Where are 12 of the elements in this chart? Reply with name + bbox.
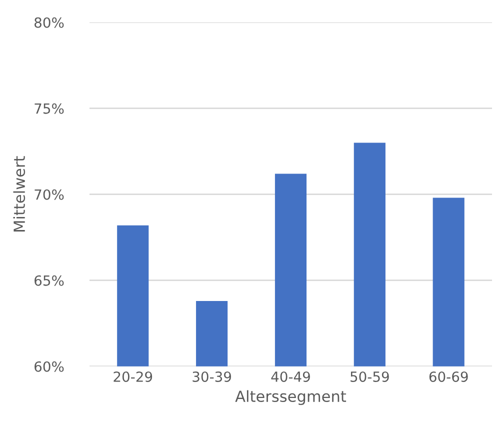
x-tick-label: 20-29 [114,371,152,382]
x-axis-title: Alterssegment [235,390,346,406]
x-tick-label: 60-69 [429,371,468,382]
y-tick-label: 65% [34,275,64,286]
y-tick-label: 70% [34,189,64,200]
x-tick-label: 30-39 [192,371,232,382]
y-axis-title: Mittelwert [13,156,26,232]
y-tick-label: 80% [34,17,64,28]
x-tick-label: 40-49 [271,371,310,382]
x-tick-label: 50-59 [350,371,389,382]
y-tick-label: 60% [34,361,64,372]
y-tick-label: 75% [34,103,64,114]
